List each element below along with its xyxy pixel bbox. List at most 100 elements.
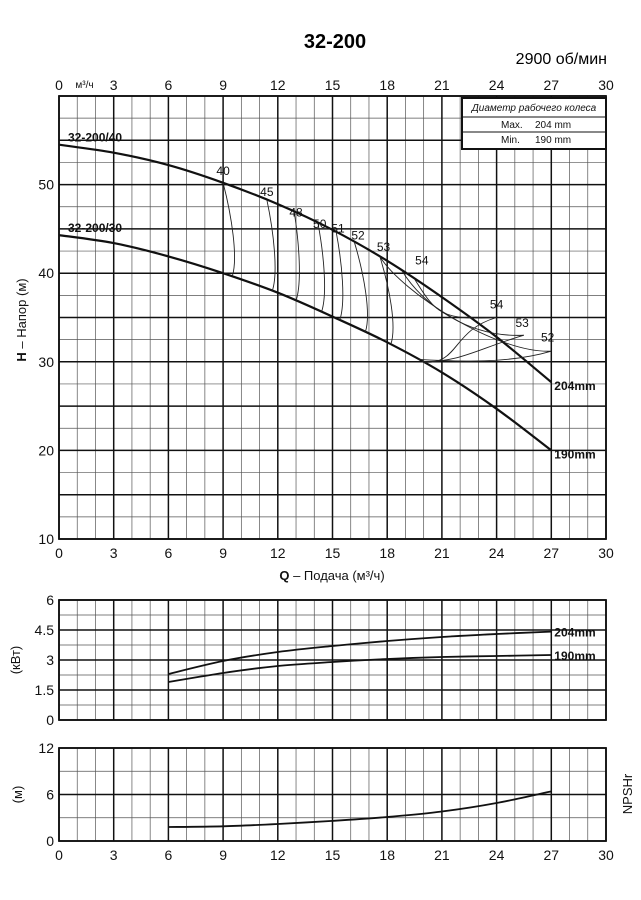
x-tick-label: 18 (379, 847, 395, 863)
plot-frame (58, 95, 607, 540)
y-tick-label: 0 (46, 833, 54, 849)
x-tick-label: 24 (489, 847, 505, 863)
head-curve-max (58, 143, 553, 384)
power-curve-min (168, 654, 552, 683)
top-x-tick-label: 15 (325, 77, 341, 93)
x-tick-label: 6 (165, 545, 173, 561)
power-curve-max (168, 630, 552, 675)
top-x-tick-label: 0 (55, 77, 63, 93)
y-tick-label: 3 (46, 652, 54, 668)
x-tick-label: 30 (598, 847, 614, 863)
efficiency-label: 53 (515, 316, 529, 330)
head-curve-min (58, 234, 552, 452)
efficiency-isoline (379, 256, 394, 345)
npsh-right-label: NPSHr (620, 773, 635, 814)
x-tick-label: 21 (434, 545, 450, 561)
x-tick-label: 21 (434, 847, 450, 863)
y-tick-label: 4.5 (35, 622, 55, 638)
impeller-min-value: 190 mm (535, 135, 571, 146)
efficiency-label: 52 (541, 330, 555, 344)
power-chart-panel: 0 1.5 3 4.5 6 (кВт) 204mm 190mm (8, 592, 607, 728)
x-tick-label: 30 (598, 545, 614, 561)
efficiency-loop (401, 270, 525, 362)
top-x-tick-label: 12 (270, 77, 286, 93)
major-grid (58, 95, 607, 540)
x-tick-label: 12 (270, 847, 286, 863)
chart-title: 32-200 (304, 31, 366, 53)
y-axis-label: H – Напор (м) (14, 278, 29, 361)
efficiency-isoline (353, 242, 368, 333)
x-tick-label: 15 (325, 847, 341, 863)
efficiency-isoline (293, 211, 300, 301)
x-tick-label: 0 (55, 847, 63, 863)
efficiency-isoline (335, 231, 344, 321)
x-tick-label: 3 (110, 545, 118, 561)
x-tick-label: 15 (325, 545, 341, 561)
y-tick-label: 0 (46, 712, 54, 728)
top-x-tick-label: 27 (544, 77, 560, 93)
efficiency-label: 48 (289, 205, 303, 219)
x-tick-label: 12 (270, 545, 286, 561)
head-chart-panel: 10 20 30 40 50 0 3 6 9 12 15 18 21 24 27 30 0 3 6 9 12 15 18 21… (14, 77, 614, 583)
major-grid (58, 599, 607, 721)
x-tick-label: 18 (379, 545, 395, 561)
x-tick-label: 9 (219, 847, 227, 863)
top-x-tick-label: 21 (434, 77, 450, 93)
y-tick-label: 40 (38, 265, 54, 281)
x-tick-label: 24 (489, 545, 505, 561)
x-tick-label: 27 (544, 545, 560, 561)
y-tick-label: 1.5 (35, 682, 55, 698)
power-curve-diameter-label: 190mm (554, 649, 595, 663)
rotation-speed: 2900 об/мин (516, 51, 607, 68)
major-grid (58, 747, 607, 842)
head-curve-name: 32-200/30 (68, 221, 122, 235)
impeller-max-value: 204 mm (535, 120, 571, 131)
y-tick-label: 10 (38, 531, 54, 547)
efficiency-label: 40 (216, 164, 230, 178)
y-tick-label: 12 (38, 740, 54, 756)
top-x-tick-label: 6 (165, 77, 173, 93)
impeller-box-title: Диаметр рабочего колеса (471, 102, 597, 114)
efficiency-label: 54 (490, 298, 504, 312)
efficiency-label: 54 (415, 253, 429, 267)
npsh-y-axis-label: (м) (10, 786, 25, 804)
efficiency-loop (414, 278, 497, 363)
npsh-curve (168, 790, 552, 828)
efficiency-isoline (222, 182, 235, 277)
x-tick-label: 9 (219, 545, 227, 561)
y-tick-label: 6 (46, 787, 54, 803)
head-curve-name: 32-200/40 (68, 131, 122, 145)
head-curve-diameter-label: 190mm (554, 447, 595, 461)
top-x-tick-label: 24 (489, 77, 505, 93)
power-y-axis-label: (кВт) (8, 646, 23, 675)
efficiency-isoline (317, 222, 325, 312)
y-tick-label: 50 (38, 177, 54, 193)
impeller-diameter-box: Диаметр рабочего колеса Max. 204 mm Min.… (461, 97, 607, 150)
impeller-max-label: Max. (501, 120, 523, 131)
y-tick-label: 20 (38, 442, 54, 458)
y-tick-label: 30 (38, 354, 54, 370)
top-x-tick-label: 18 (379, 77, 395, 93)
y-tick-label: 6 (46, 592, 54, 608)
x-tick-label: 27 (544, 847, 560, 863)
x-tick-label: 3 (110, 847, 118, 863)
top-axis-unit: м³/ч (75, 80, 93, 91)
plot-frame (58, 747, 607, 842)
x-tick-label: 6 (165, 847, 173, 863)
efficiency-label: 53 (377, 240, 391, 254)
top-x-tick-label: 30 (598, 77, 614, 93)
plot-frame (58, 599, 607, 721)
efficiency-isoline (266, 199, 276, 291)
efficiency-loop (379, 256, 552, 362)
efficiency-label: 45 (260, 185, 274, 199)
efficiency-label: 50 (313, 217, 327, 231)
x-tick-label: 0 (55, 545, 63, 561)
efficiency-label: 51 (331, 221, 345, 235)
head-curve-diameter-label: 204mm (554, 379, 595, 393)
npsh-chart-panel: 0 6 12 0 3 6 9 12 15 18 21 24 27 30 (м) NPSHr (10, 740, 635, 863)
top-x-tick-label: 3 (110, 77, 118, 93)
top-x-tick-label: 9 (219, 77, 227, 93)
efficiency-label: 52 (351, 229, 365, 243)
